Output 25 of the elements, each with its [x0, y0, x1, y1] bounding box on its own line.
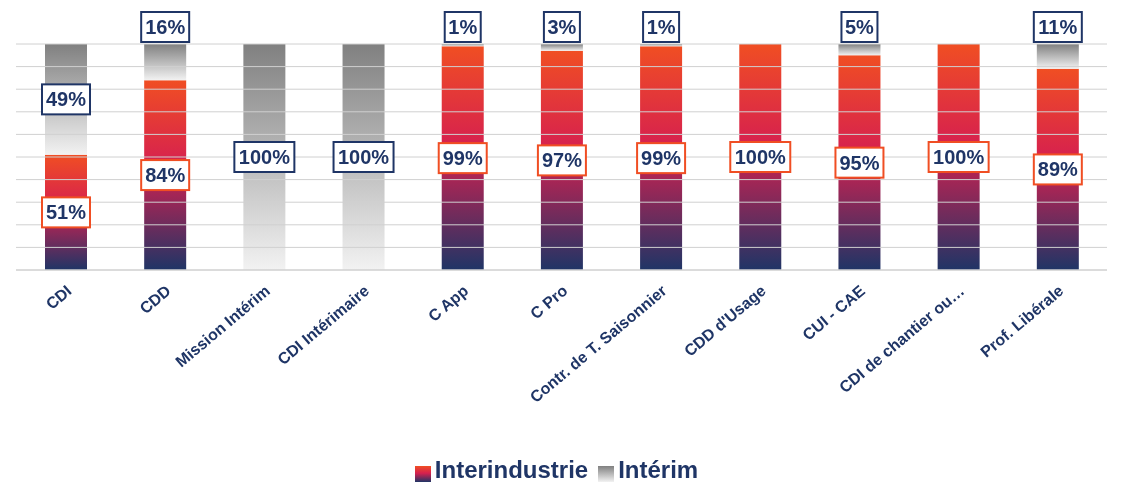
- data-label: 3%: [547, 16, 577, 38]
- data-label: 11%: [1038, 16, 1078, 38]
- data-label: 100%: [337, 146, 390, 168]
- legend-label: Intérim: [618, 456, 699, 483]
- data-label: 100%: [734, 146, 787, 168]
- x-tick-label: CDI: [42, 281, 75, 313]
- data-label: 16%: [145, 16, 186, 38]
- data-label: 100%: [238, 146, 291, 168]
- x-tick-label: CUI - CAE: [799, 281, 869, 344]
- legend-label: Interindustrie: [434, 456, 589, 483]
- data-label: 5%: [845, 16, 875, 38]
- data-label: 89%: [1037, 158, 1079, 181]
- data-label: 1%: [646, 16, 676, 38]
- data-label: 100%: [933, 146, 985, 168]
- data-label: 49%: [45, 88, 87, 111]
- data-label: 1%: [448, 16, 478, 38]
- data-label: 99%: [442, 147, 483, 170]
- x-tick-label: C App: [424, 281, 472, 325]
- x-tick-label: C Pro: [527, 281, 571, 323]
- data-label: 95%: [839, 151, 880, 174]
- data-label: 51%: [45, 201, 87, 224]
- data-label: 97%: [541, 149, 583, 172]
- x-tick-label: CDD: [136, 281, 174, 318]
- data-label: 84%: [145, 164, 186, 187]
- data-label: 99%: [641, 147, 682, 170]
